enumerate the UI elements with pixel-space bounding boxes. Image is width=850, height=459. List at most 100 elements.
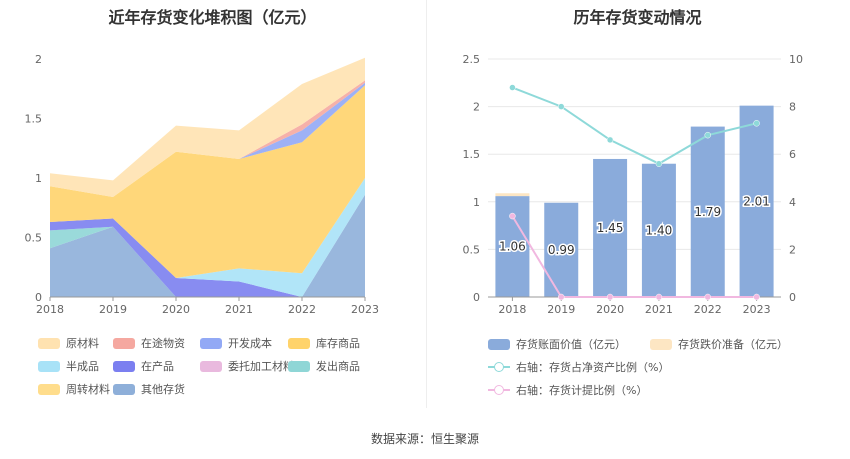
right-chart-title: 历年存货变动情况: [573, 8, 702, 27]
provision-ratio-point: [753, 293, 760, 301]
legend-item[interactable]: 库存商品: [288, 336, 360, 350]
area-4: [50, 178, 365, 297]
provision-ratio-point: [606, 293, 614, 301]
y-right-tick-label: 0: [789, 291, 796, 304]
legend-item[interactable]: 其他存货: [113, 382, 185, 396]
legend-item[interactable]: 委托加工材料: [200, 359, 294, 373]
bar-book-value: [544, 202, 579, 297]
y-right-tick-label: 10: [789, 53, 803, 66]
y-tick-label: 1: [35, 172, 42, 185]
x-tick-label: 2020: [162, 303, 190, 316]
inventory-ratio-point: [606, 136, 614, 144]
bar-book-value: [593, 158, 628, 297]
y-left-tick-label: 2: [473, 101, 480, 114]
legend-label: 在产品: [141, 360, 174, 373]
legend-swatch: [38, 360, 60, 372]
y-left-tick-label: 1: [473, 196, 480, 209]
legend-swatch: [488, 360, 510, 374]
area-8: [50, 57, 365, 197]
legend-label: 周转材料: [66, 383, 110, 396]
legend-swatch: [200, 360, 222, 372]
legend-item[interactable]: 右轴：存货计提比例（%）: [488, 383, 647, 397]
legend-swatch: [288, 337, 310, 349]
legend-item[interactable]: 开发成本: [200, 336, 272, 350]
bar-value-label: 1.45: [597, 221, 624, 235]
legend-item[interactable]: 在途物资: [113, 336, 185, 350]
legend-label: 库存商品: [316, 337, 360, 350]
bar-value-label: 0.99: [548, 243, 575, 257]
inventory-ratio-point: [753, 120, 760, 127]
inventory-ratio-line: [512, 86, 757, 165]
x-tick-label: 2021: [225, 303, 253, 316]
legend-label: 开发成本: [228, 337, 272, 350]
y-left-tick-label: 0: [473, 291, 480, 304]
legend-label: 在途物资: [141, 337, 185, 350]
provision-ratio-point: [558, 293, 565, 301]
bar-value-label: 1.40: [646, 223, 673, 237]
y-right-tick-label: 6: [789, 148, 796, 161]
x-tick-label: 2018: [36, 303, 64, 316]
y-tick-label: 2: [35, 53, 42, 66]
legend-item[interactable]: 发出商品: [288, 359, 360, 373]
legend-label: 半成品: [66, 360, 99, 373]
legend-item[interactable]: 存货跌价准备（亿元）: [650, 337, 788, 351]
bar-book-value: [690, 126, 725, 297]
legend-item[interactable]: 原材料: [38, 336, 99, 350]
bar-value-label: 1.79: [694, 205, 721, 219]
data-source-note: 数据来源：恒生聚源: [370, 432, 479, 446]
y-left-tick-label: 0.5: [463, 243, 481, 256]
area-5: [50, 85, 365, 278]
panel-divider: [426, 0, 427, 408]
legend-label: 右轴：存货占净资产比例（%）: [516, 361, 670, 374]
legend-label: 原材料: [66, 337, 99, 350]
inventory-ratio-point: [509, 84, 516, 91]
x-tick-label: 2023: [351, 303, 379, 316]
bar-book-value: [641, 163, 676, 297]
legend-swatch: [113, 337, 135, 349]
y-left-tick-label: 1.5: [463, 148, 481, 161]
x-tick-label: 2019: [99, 303, 127, 316]
y-tick-label: 0.5: [25, 232, 43, 245]
provision-ratio-point: [509, 212, 516, 220]
legend-item[interactable]: 半成品: [38, 359, 99, 373]
x-tick-label: 2023: [743, 303, 771, 316]
bar-value-label: 1.06: [499, 240, 526, 254]
x-tick-label: 2020: [596, 303, 624, 316]
legend-swatch: [488, 338, 510, 350]
legend-label: 其他存货: [141, 383, 185, 396]
x-tick-label: 2022: [694, 303, 722, 316]
legend-label: 委托加工材料: [228, 360, 294, 373]
legend-item[interactable]: 存货账面价值（亿元）: [488, 337, 626, 351]
legend-swatch: [113, 360, 135, 372]
legend-label: 存货账面价值（亿元）: [516, 338, 626, 351]
y-tick-label: 0: [35, 291, 42, 304]
x-tick-label: 2019: [547, 303, 575, 316]
inventory-ratio-point: [558, 103, 565, 110]
area-0: [50, 194, 365, 297]
legend-swatch: [38, 337, 60, 349]
legend-swatch: [113, 383, 135, 395]
legend-label: 存货跌价准备（亿元）: [678, 338, 788, 351]
legend-swatch: [488, 383, 510, 397]
inventory-ratio-point: [655, 160, 663, 167]
legend-swatch: [650, 338, 672, 350]
x-tick-label: 2022: [288, 303, 316, 316]
legend-swatch: [288, 360, 310, 372]
legend-item[interactable]: 在产品: [113, 359, 174, 373]
legend-item[interactable]: 右轴：存货占净资产比例（%）: [488, 360, 669, 374]
y-tick-label: 1.5: [25, 113, 43, 126]
legend-swatch: [38, 383, 60, 395]
legend-label: 右轴：存货计提比例（%）: [516, 384, 648, 397]
y-left-tick-label: 2.5: [463, 53, 481, 66]
legend-item[interactable]: 周转材料: [38, 382, 110, 396]
area-6: [50, 82, 365, 197]
inventory-ratio-point: [704, 131, 711, 139]
x-tick-label: 2021: [645, 303, 673, 316]
provision-ratio-point: [704, 293, 711, 301]
bar-book-value: [739, 105, 774, 297]
y-right-tick-label: 4: [789, 196, 796, 209]
y-right-tick-label: 8: [789, 101, 796, 114]
provision-ratio-point: [655, 293, 663, 301]
provision-ratio-line: [511, 215, 757, 298]
left-chart-title: 近年存货变化堆积图（亿元）: [108, 8, 317, 27]
